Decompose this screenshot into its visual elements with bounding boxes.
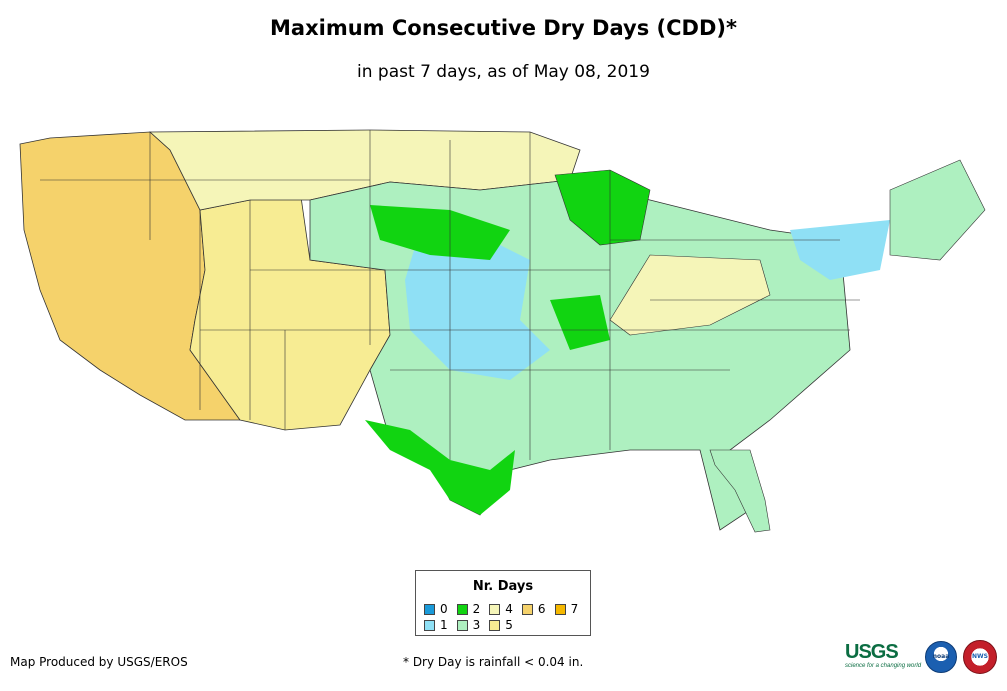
swatch xyxy=(489,619,501,631)
legend-item-5: 5 xyxy=(489,618,513,632)
legend-item-1: 1 xyxy=(424,618,448,632)
legend-item-0: 0 xyxy=(424,602,448,616)
legend-item-6: 6 xyxy=(521,602,546,616)
region-kansas-1 xyxy=(405,230,550,380)
map-subtitle: in past 7 days, as of May 08, 2019 xyxy=(357,62,650,82)
legend-item-2: 2 xyxy=(456,602,480,616)
region-texas-2 xyxy=(365,420,515,515)
region-northeast-1 xyxy=(790,220,890,280)
legend-row-1: 0 2 4 6 7 xyxy=(424,602,587,616)
legend-row-2: 1 3 5 xyxy=(424,618,522,632)
dry-day-note: * Dry Day is rainfall < 0.04 in. xyxy=(403,655,584,669)
usgs-logo: USGS xyxy=(845,641,899,663)
legend-title: Nr. Days xyxy=(472,579,534,594)
legend-item-7: 7 xyxy=(554,602,578,616)
swatch xyxy=(456,619,468,631)
legend-item-4: 4 xyxy=(489,602,513,616)
noaa-logo: noaa xyxy=(925,641,957,673)
credit-text: Map Produced by USGS/EROS xyxy=(10,655,188,669)
swatch xyxy=(521,603,533,615)
legend: Nr. Days 0 2 4 6 7 1 3 5 xyxy=(415,570,591,636)
region-florida-3 xyxy=(709,449,771,533)
region-new-england-3 xyxy=(889,159,986,261)
legend-item-3: 3 xyxy=(456,618,480,632)
swatch xyxy=(424,619,435,631)
cdd-map xyxy=(19,129,986,533)
usgs-tagline: science for a changing world xyxy=(845,663,922,669)
swatch xyxy=(456,603,468,615)
swatch xyxy=(424,603,435,615)
state-boundaries xyxy=(40,130,860,460)
nws-logo: NWS xyxy=(963,640,997,674)
region-nebraska-2 xyxy=(370,205,510,260)
swatch xyxy=(489,603,501,615)
region-missouri-2 xyxy=(550,295,610,350)
map-title: Maximum Consecutive Dry Days (CDD)* xyxy=(270,16,737,40)
swatch xyxy=(554,603,566,615)
